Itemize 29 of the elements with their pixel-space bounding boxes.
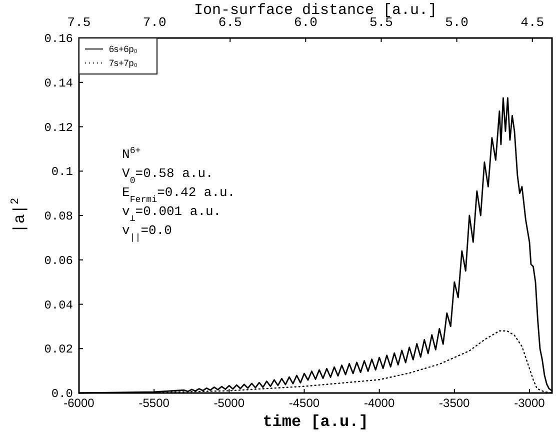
x-tick-label: -3500 <box>439 396 470 410</box>
y-tick-label: 0.08 <box>44 210 73 224</box>
y-tick-label: 0.1 <box>51 165 73 180</box>
y-tick-label: 0.06 <box>44 254 73 268</box>
y-tick-label: 0.02 <box>44 342 73 357</box>
x-tick-label: -3000 <box>514 396 546 410</box>
x-tick-label: -4000 <box>364 396 395 410</box>
legend-label: 6s+6p₀ <box>109 44 138 54</box>
y-tick-label: 0.04 <box>44 298 73 312</box>
x-tick-label: -5500 <box>138 396 170 410</box>
legend-label: 7s+7p₀ <box>109 58 138 68</box>
annotation: v$_{||}$=0.0 <box>122 223 172 242</box>
annotation: V$_{0}$=0.58 a.u. <box>122 166 214 186</box>
x2-tick-label: 4.5 <box>520 15 544 30</box>
y-tick-label: 0.14 <box>44 76 73 90</box>
x2-tick-label: 5.0 <box>445 15 468 30</box>
x-tick-label: -6000 <box>64 396 95 410</box>
x2-tick-label: 6.5 <box>218 15 242 30</box>
x-tick-label: -5000 <box>214 396 245 410</box>
x-tick-label: -4500 <box>288 396 320 410</box>
x2-tick-label: 6.0 <box>294 15 318 30</box>
x2-tick-label: 7.5 <box>67 15 91 30</box>
y-tick-label: 0.12 <box>44 120 73 135</box>
x-axis-title: time [a.u.] <box>262 413 368 431</box>
annotation: E$_{Fermi}$=0.42 a.u. <box>122 185 236 204</box>
x2-tick-label: 7.0 <box>142 15 166 30</box>
y-tick-label: 0.16 <box>44 32 73 46</box>
annotation: v$_{⊥}$=0.001 a.u. <box>122 204 222 224</box>
annotation: N$^{6+}$ <box>122 144 141 162</box>
